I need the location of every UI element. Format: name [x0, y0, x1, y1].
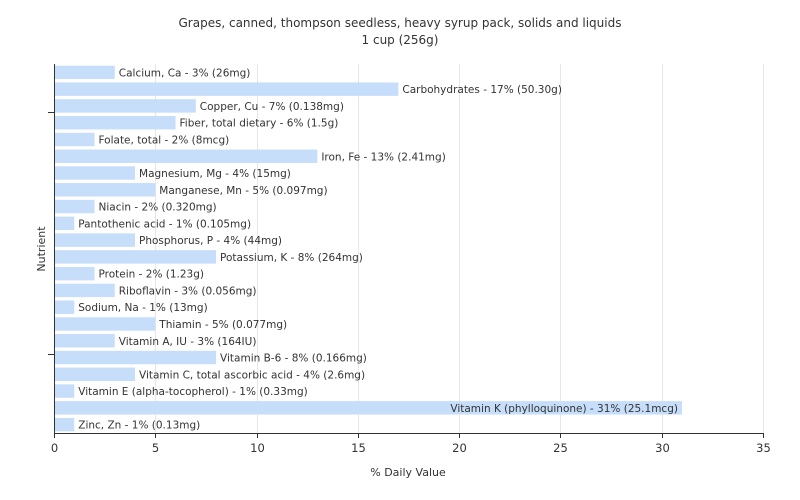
- x-tick-label: 0: [51, 441, 58, 455]
- bar-label: Manganese, Mn - 5% (0.097mg): [159, 185, 327, 197]
- bar: [55, 132, 95, 147]
- x-tick-label: 10: [250, 441, 265, 455]
- bar: [55, 266, 95, 281]
- bar: [55, 65, 115, 80]
- bar-label: Iron, Fe - 13% (2.41mg): [321, 151, 445, 163]
- bar-label: Pantothenic acid - 1% (0.105mg): [78, 218, 251, 230]
- bar-label: Vitamin K (phylloquinone) - 31% (25.1mcg…: [450, 403, 678, 415]
- bar: [55, 401, 682, 415]
- chart-title: Grapes, canned, thompson seedless, heavy…: [179, 16, 622, 30]
- bar-label: Calcium, Ca - 3% (26mg): [119, 67, 251, 79]
- bar-label: Vitamin A, IU - 3% (164IU): [119, 336, 257, 348]
- x-tick-label: 5: [152, 441, 159, 455]
- bar: [55, 384, 75, 398]
- bar: [55, 350, 217, 365]
- bar: [55, 183, 156, 197]
- bars: [55, 65, 682, 432]
- bar-label: Riboflavin - 3% (0.056mg): [119, 285, 257, 297]
- bar: [55, 199, 95, 214]
- bar: [55, 317, 156, 331]
- y-axis-title: Nutrient: [35, 226, 48, 272]
- bar: [55, 149, 318, 163]
- bar-label: Potassium, K - 8% (264mg): [220, 252, 363, 264]
- x-axis-title: % Daily Value: [370, 466, 446, 479]
- x-tick-label: 20: [452, 441, 467, 455]
- bar-label: Folate, total - 2% (8mcg): [99, 134, 230, 146]
- chart-subtitle: 1 cup (256g): [362, 33, 439, 47]
- bar: [55, 283, 115, 298]
- x-tick-label: 15: [351, 441, 366, 455]
- bar-label: Fiber, total dietary - 6% (1.5g): [180, 118, 339, 130]
- bar-label: Vitamin E (alpha-tocopherol) - 1% (0.33m…: [78, 386, 308, 398]
- bar-label: Magnesium, Mg - 4% (15mg): [139, 168, 291, 180]
- x-tick-label: 30: [655, 441, 670, 455]
- bar: [55, 300, 75, 314]
- bar-label: Thiamin - 5% (0.077mg): [158, 319, 287, 331]
- bar: [55, 216, 75, 231]
- bar-label: Copper, Cu - 7% (0.138mg): [200, 101, 344, 113]
- bar: [55, 417, 75, 432]
- bar: [55, 367, 136, 382]
- bar-label: Sodium, Na - 1% (13mg): [78, 302, 207, 314]
- bar: [55, 82, 399, 96]
- bar-labels: Calcium, Ca - 3% (26mg) Carbohydrates - 1…: [78, 67, 678, 431]
- x-tick-label: 35: [756, 441, 771, 455]
- x-tick-label: 25: [553, 441, 568, 455]
- bar: [55, 250, 217, 264]
- bar: [55, 233, 136, 247]
- bar-label: Niacin - 2% (0.320mg): [99, 202, 217, 214]
- bar-label: Phosphorus, P - 4% (44mg): [139, 235, 282, 247]
- bar-label: Zinc, Zn - 1% (0.13mg): [78, 420, 200, 432]
- x-axis-ticks: 0 5 10 15 20 25 30 35: [51, 433, 771, 455]
- bar-label: Vitamin B-6 - 8% (0.166mg): [220, 353, 367, 365]
- bar: [55, 166, 136, 180]
- bar: [55, 99, 196, 113]
- bar: [55, 334, 115, 348]
- gridlines: [155, 64, 764, 433]
- bar-label: Vitamin C, total ascorbic acid - 4% (2.6…: [139, 369, 365, 381]
- bar-label: Protein - 2% (1.23g): [99, 269, 205, 281]
- bar-label: Carbohydrates - 17% (50.30g): [402, 84, 562, 96]
- bar: [55, 115, 176, 130]
